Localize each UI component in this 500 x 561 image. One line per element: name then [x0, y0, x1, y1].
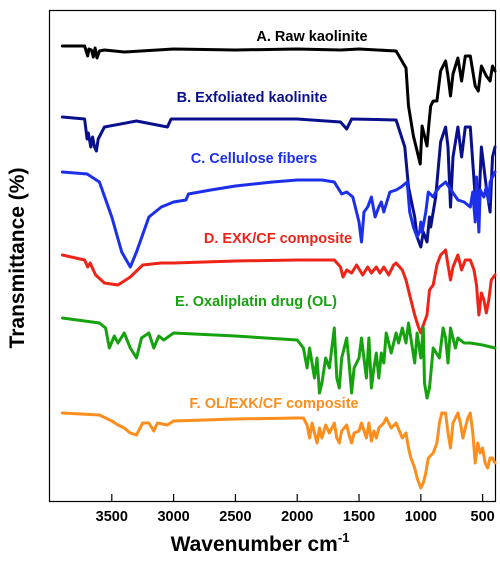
- series-label-c: C. Cellulose fibers: [191, 151, 318, 167]
- x-tick-label: 1000: [405, 509, 437, 525]
- series-line-a: [60, 44, 497, 166]
- series-line-e: [60, 316, 497, 400]
- x-axis-title: Wavenumber cm-1: [171, 530, 350, 556]
- series-labels: A. Raw kaolinite B. Exfoliated kaolinite C…: [175, 29, 368, 412]
- series-label-e: E. Oxaliplatin drug (OL): [175, 294, 337, 310]
- x-tick-label: 3000: [157, 509, 189, 525]
- series-label-f: F. OL/EXK/CF composite: [189, 396, 358, 412]
- series-label-b: B. Exfoliated kaolinite: [177, 90, 328, 106]
- spectra: [60, 44, 497, 490]
- series-label-d: D. EXK/CF composite: [204, 231, 352, 247]
- x-tick-label: 2000: [281, 509, 313, 525]
- x-tick-label: 3500: [96, 509, 128, 525]
- x-axis-title-exponent: -1: [338, 530, 350, 545]
- x-tick-label: 1500: [343, 509, 375, 525]
- series-line-f: [60, 411, 497, 490]
- series-line-c: [60, 170, 497, 269]
- x-tick-label: 500: [471, 509, 495, 525]
- x-tick-label: 2500: [219, 509, 251, 525]
- series-label-a: A. Raw kaolinite: [256, 29, 367, 45]
- x-axis-ticks: 3500 3000 2500 2000 1500 1000 500: [96, 494, 495, 525]
- plot-frame: [48, 9, 497, 503]
- series-line-d: [60, 248, 497, 335]
- y-axis-title: Transmittance (%): [6, 168, 29, 349]
